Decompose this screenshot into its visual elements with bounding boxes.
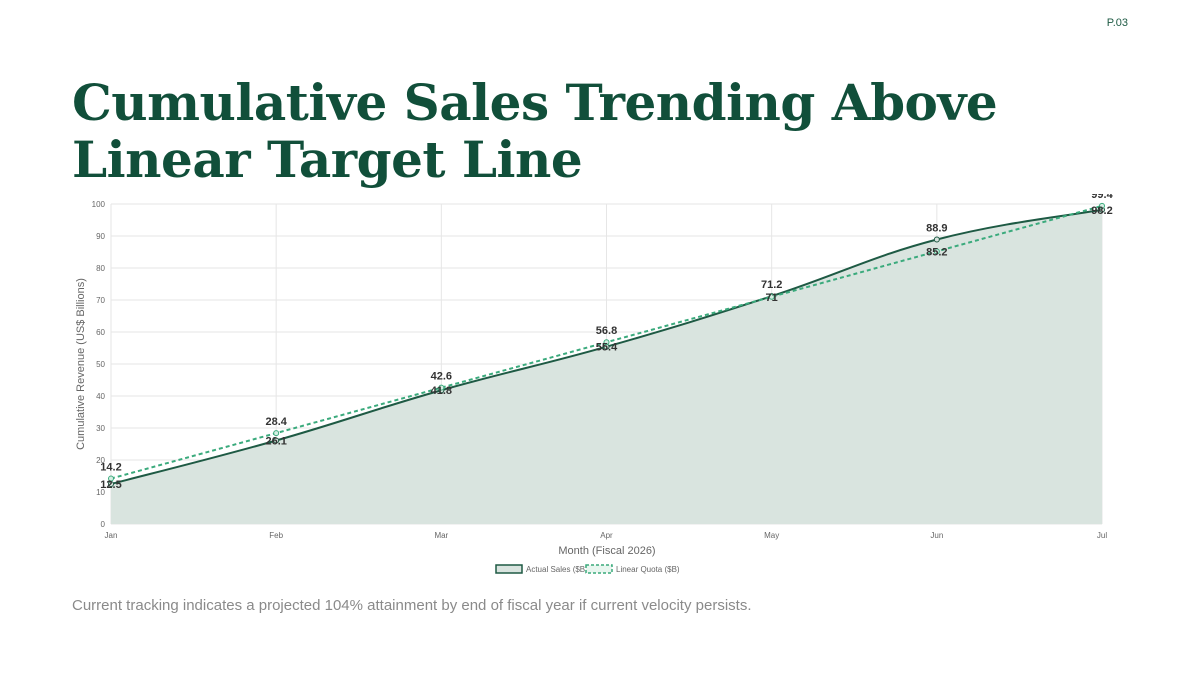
linear-quota-point — [108, 475, 114, 482]
linear-quota-label: 14.2 — [100, 462, 121, 474]
linear-quota-point — [768, 293, 775, 300]
axes: Cumulative Revenue (US$ Billions) Month … — [75, 200, 1107, 557]
y-tick-label: 70 — [96, 296, 105, 305]
x-tick-label: Jul — [1097, 531, 1107, 540]
actual-sales-label: 55.4 — [596, 342, 618, 354]
chart-container: 12.5 26.1 41.8 55.4 71.2 88.9 98.2 14.2 28.4 42.6… — [64, 194, 1120, 584]
actual-sales-label: 26.1 — [265, 435, 286, 447]
actual-sales-label: 41.8 — [431, 385, 452, 397]
actual-sales-area — [111, 209, 1102, 524]
actual-sales-label: 71.2 — [761, 279, 782, 291]
x-tick-label: Feb — [269, 531, 283, 540]
x-tick-label: Jan — [105, 531, 118, 540]
linear-quota-label: 71 — [766, 292, 778, 304]
x-tick-label: Mar — [434, 531, 448, 540]
linear-quota-point — [1099, 202, 1105, 209]
y-tick-label: 0 — [101, 520, 106, 529]
linear-quota-label: 85.2 — [926, 246, 947, 258]
y-tick-label: 10 — [96, 488, 105, 497]
linear-quota-point — [603, 339, 610, 346]
actual-sales-point — [933, 236, 940, 243]
actual-sales-label: 98.2 — [1091, 205, 1112, 217]
series-points — [108, 202, 1105, 487]
x-tick-label: Jun — [930, 531, 943, 540]
actual-sales-label: 12.5 — [100, 479, 121, 491]
legend-swatch-actual — [495, 564, 523, 574]
linear-quota-point — [438, 384, 445, 391]
cumulative-sales-chart: 12.5 26.1 41.8 55.4 71.2 88.9 98.2 14.2 28.4 42.6… — [75, 194, 1114, 574]
y-tick-label: 40 — [96, 392, 105, 401]
x-tick-label: May — [764, 531, 779, 540]
y-tick-label: 50 — [96, 360, 105, 369]
y-axis-title: Cumulative Revenue (US$ Billions) — [75, 278, 87, 450]
legend-label-quota: Linear Quota ($B) — [616, 565, 680, 574]
data-labels: 12.5 26.1 41.8 55.4 71.2 88.9 98.2 14.2 28.4 42.6… — [100, 194, 1113, 491]
y-tick-label: 100 — [92, 200, 106, 209]
linear-quota-label: 28.4 — [265, 416, 287, 428]
caption-text: Current tracking indicates a projected 1… — [72, 597, 752, 614]
y-tick-label: 80 — [96, 264, 105, 273]
y-tick-label: 90 — [96, 232, 105, 241]
page-number: P.03 — [1106, 17, 1128, 29]
linear-quota-label: 99.4 — [1091, 194, 1113, 201]
x-axis-title: Month (Fiscal 2026) — [558, 545, 655, 557]
area-fill-layer — [111, 209, 1102, 524]
y-tick-label: 30 — [96, 424, 105, 433]
legend-label-actual: Actual Sales ($B) — [526, 565, 588, 574]
y-tick-label: 20 — [96, 456, 105, 465]
x-tick-label: Apr — [600, 531, 613, 540]
legend-swatch-quota — [585, 564, 613, 574]
linear-quota-label: 56.8 — [596, 325, 617, 337]
y-tick-label: 60 — [96, 328, 105, 337]
actual-sales-point — [273, 437, 280, 444]
slide-title: Cumulative Sales Trending Above Linear T… — [72, 73, 998, 189]
legend: Actual Sales ($B) Linear Quota ($B) — [495, 564, 680, 574]
linear-quota-label: 42.6 — [431, 371, 452, 383]
actual-sales-label: 88.9 — [926, 223, 947, 235]
linear-quota-point — [273, 430, 280, 437]
linear-quota-point — [933, 248, 940, 255]
